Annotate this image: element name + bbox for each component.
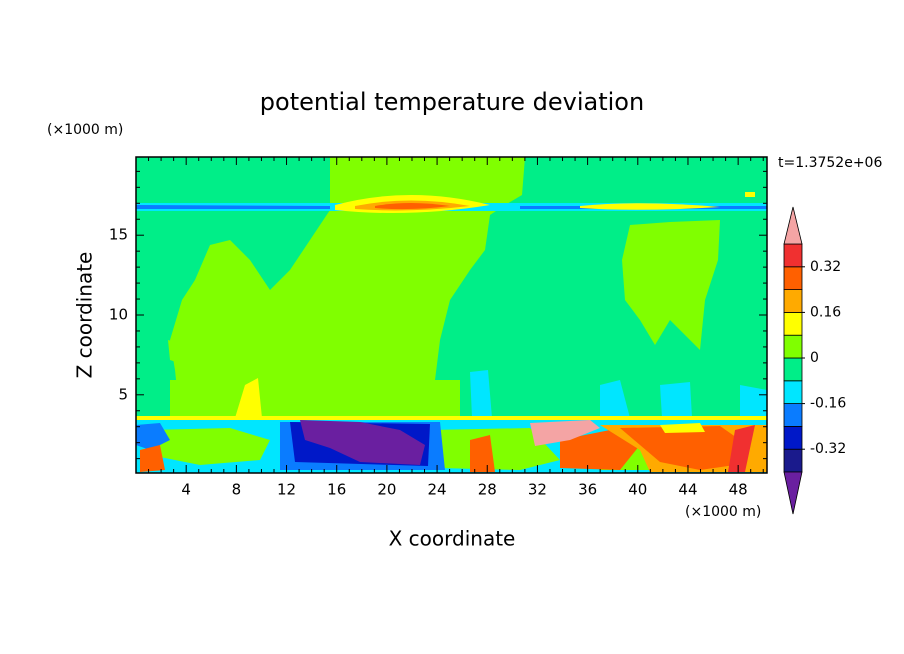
y-axis-label: Z coordinate [73,252,97,379]
x-tick-label: 16 [327,481,346,499]
x-tick-label: 8 [232,481,242,499]
colorbar-low-triangle [783,471,803,515]
colorbar-tick-label: -0.32 [810,441,846,457]
colorbar-box [783,311,803,336]
colorbar-box [783,380,803,404]
colorbar-box [783,357,803,382]
colorbar-tick-label: 0.32 [810,259,841,275]
contour-field [136,157,767,473]
colorbar-box [783,266,803,290]
chart-title: potential temperature deviation [260,88,644,116]
x-tick-label: 36 [578,481,597,499]
x-tick-label: 40 [628,481,647,499]
colorbar-box [783,403,803,427]
x-tick-label: 20 [377,481,396,499]
colorbar-box [783,425,803,450]
x-tick-label: 12 [277,481,296,499]
y-unit: (×1000 m) [47,122,123,138]
x-tick-label: 32 [528,481,547,499]
x-tick-label: 48 [729,481,748,499]
colorbar-tick-label: 0 [810,350,819,366]
x-tick-label: 4 [181,481,191,499]
x-tick-label: 28 [478,481,497,499]
x-tick-label: 44 [678,481,697,499]
colorbar-high-triangle [783,206,803,245]
colorbar-box [783,243,803,268]
colorbar-tick-label: 0.16 [810,304,841,320]
colorbar-box [783,448,803,473]
x-tick-label: 24 [428,481,447,499]
annotation: t=1.3752e+06 [778,155,882,171]
x-axis-label: X coordinate [389,527,516,551]
colorbar-box [783,334,803,359]
y-tick-label: 10 [109,306,128,324]
colorbar-tick-label: -0.16 [810,396,846,412]
x-unit: (×1000 m) [685,504,761,520]
y-tick-label: 15 [109,226,128,244]
y-tick-label: 5 [118,385,128,403]
colorbar-box [783,289,803,313]
